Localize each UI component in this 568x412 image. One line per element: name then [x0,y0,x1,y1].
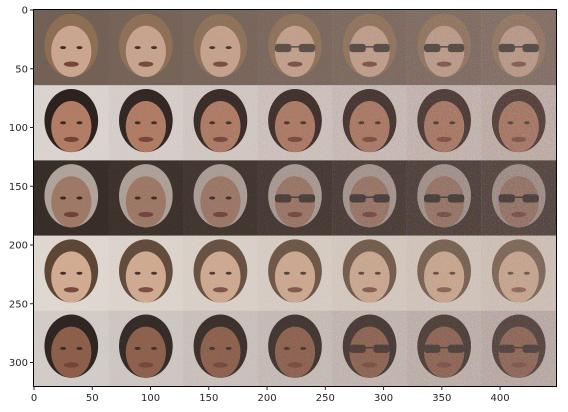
noise-overlay [257,310,333,386]
face-cell [183,10,259,86]
face-cell [183,85,259,161]
x-tick-label: 0 [31,393,37,404]
noise-overlay [108,85,184,161]
y-tick-label: 150 [9,182,28,193]
face-cell [481,235,556,312]
x-tick-label: 150 [199,393,218,404]
face-cell [34,85,110,161]
x-tick-label: 100 [141,393,160,404]
face-cell [406,10,482,86]
noise-overlay [332,85,408,161]
noise-overlay [257,85,333,161]
x-tick-label: 250 [316,393,335,404]
face-cell [332,10,408,86]
x-tick-label: 300 [374,393,393,404]
noise-overlay [108,235,184,312]
face-cell [257,10,333,86]
noise-overlay [406,85,482,161]
y-tick-label: 200 [9,241,28,252]
face-cell [108,235,184,312]
y-tick-label: 0 [22,6,28,17]
noise-overlay [332,10,408,86]
face-cell [332,310,408,386]
noise-overlay [406,160,482,237]
noise-overlay [34,10,110,86]
face-cell [34,310,110,386]
face-cell [406,310,482,386]
noise-overlay [332,235,408,312]
noise-overlay [481,235,556,312]
face-cell [108,10,184,86]
y-axis: 0 50 100 150 200 250 300 [9,6,34,369]
face-cell [332,85,408,161]
face-cell [481,310,556,386]
noise-overlay [34,310,110,386]
face-cell [34,10,110,86]
face-cell [257,235,333,312]
face-cell [34,160,110,237]
face-cell [406,235,482,312]
face-cell [406,85,482,161]
noise-overlay [481,10,556,86]
face-cell [332,160,408,237]
noise-overlay [332,160,408,237]
face-cell [481,160,556,237]
noise-overlay [183,235,259,312]
noise-overlay [183,160,259,237]
axes-frame [33,9,557,387]
y-tick-label: 50 [15,64,28,75]
y-tick-label: 300 [9,358,28,369]
x-tick-label: 400 [491,393,510,404]
noise-overlay [406,10,482,86]
x-tick-label: 50 [86,393,99,404]
noise-overlay [406,235,482,312]
noise-overlay [108,160,184,237]
noise-overlay [183,310,259,386]
x-axis: 0 50 100 150 200 250 300 350 400 [31,386,510,404]
noise-overlay [481,85,556,161]
y-tick-label: 100 [9,123,28,134]
face-cell [406,160,482,237]
face-cell [34,235,110,312]
noise-overlay [34,235,110,312]
noise-overlay [257,10,333,86]
face-cell [481,85,556,161]
x-tick-label: 350 [432,393,451,404]
noise-overlay [481,310,556,386]
noise-overlay [257,160,333,237]
face-cell [257,310,333,386]
noise-overlay [481,160,556,237]
face-cell [481,10,556,86]
noise-overlay [183,10,259,86]
y-tick-label: 250 [9,299,28,310]
face-cell [108,310,184,386]
face-cell [257,160,333,237]
noise-overlay [108,310,184,386]
noise-overlay [34,85,110,161]
face-cell [183,235,259,312]
noise-overlay [406,310,482,386]
face-cell [332,235,408,312]
noise-overlay [332,310,408,386]
x-tick-label: 200 [257,393,276,404]
face-cell [108,85,184,161]
face-cell [183,160,259,237]
noise-overlay [183,85,259,161]
noise-overlay [257,235,333,312]
face-cell [183,310,259,386]
image-area [34,10,556,386]
noise-overlay [108,10,184,86]
face-cell [108,160,184,237]
noise-overlay [34,160,110,237]
face-cell [257,85,333,161]
